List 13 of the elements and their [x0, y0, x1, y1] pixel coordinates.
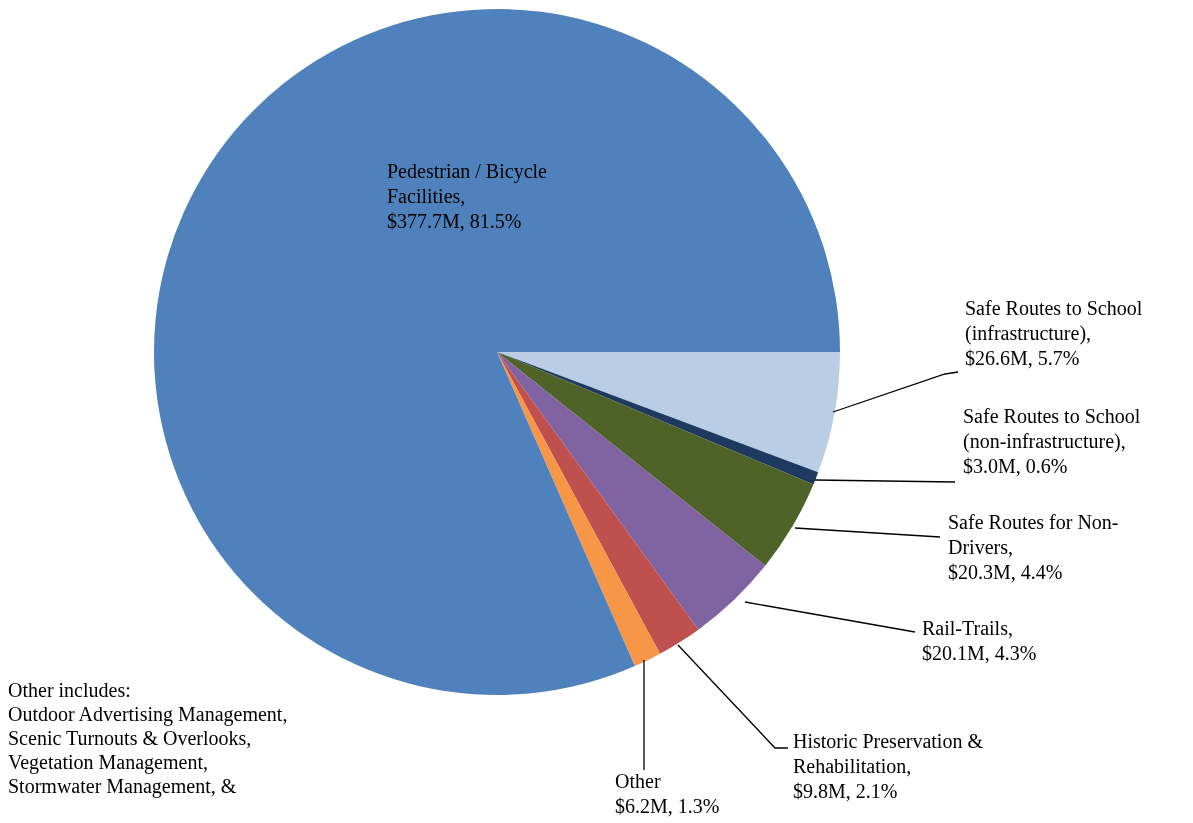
text: Vegetation Management,	[8, 750, 209, 774]
slice-label: Pedestrian / Bicycle Facilities, $377.7M, 81.5%	[387, 160, 548, 233]
slice-label: Safe Routes for Non-Drivers, $20.3M, 4.4%	[948, 511, 1119, 584]
slice-label: Safe Routes to School (non-infrastructure), $3.0M, 0.6%	[963, 405, 1141, 478]
text: Scenic Turnouts & Overlooks,	[8, 726, 253, 750]
data-label: $6.2M, 1.3%	[615, 795, 720, 818]
slice-label: Other	[615, 770, 661, 793]
slice-label: Safe Routes to School (infrastructure), $26.6M, 5.7%	[965, 297, 1143, 370]
slice-label: Historic Preservation & Rehabilitation, $9.8M, 2.1%	[793, 730, 984, 803]
text: Stormwater Management, &	[8, 774, 238, 798]
text: Outdoor Advertising Management,	[8, 702, 288, 726]
text: Other includes:	[8, 678, 132, 702]
slice-label: Rail-Trails, $20.1M, 4.3%	[922, 617, 1037, 665]
